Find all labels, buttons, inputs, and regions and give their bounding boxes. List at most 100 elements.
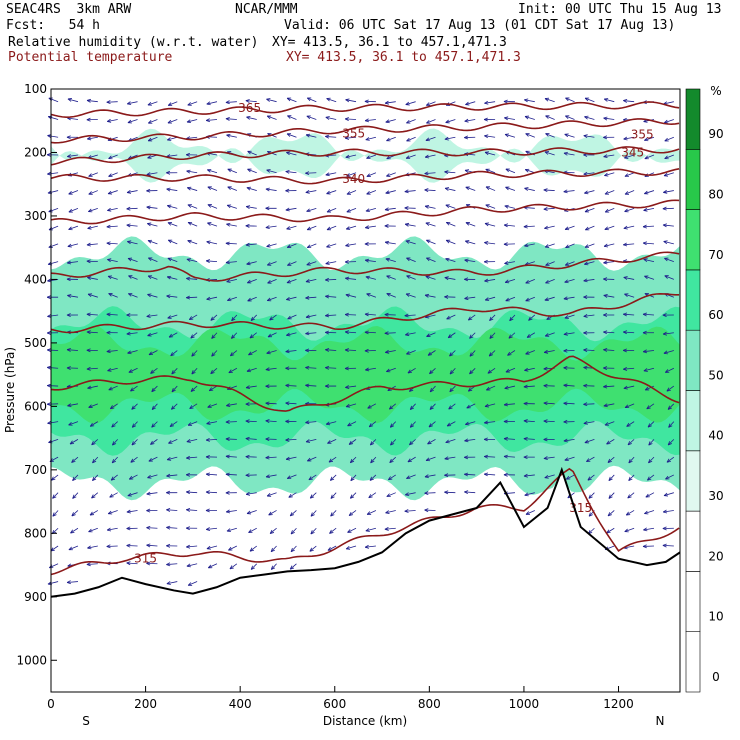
wind-vector (106, 101, 118, 103)
wind-vector (429, 385, 436, 393)
wind-vector-head (404, 189, 409, 194)
wind-vector-head (168, 333, 174, 338)
wind-vector (409, 421, 416, 428)
wind-vector-head (484, 222, 490, 227)
wind-vector-head (524, 367, 529, 372)
wind-vector-head (126, 526, 131, 531)
wind-vector-head (523, 436, 528, 441)
wind-vector-head (72, 494, 77, 499)
wind-vector (664, 119, 674, 124)
wind-vector-head (662, 206, 667, 211)
y-tick-label: 100 (24, 82, 47, 96)
wind-vector (345, 154, 357, 158)
wind-vector-head (226, 133, 231, 138)
wind-vector (330, 492, 337, 499)
wind-vector (247, 279, 257, 284)
wind-vector-head (247, 150, 252, 155)
wind-vector (563, 384, 575, 387)
wind-vector-head (327, 440, 332, 444)
wind-vector (627, 439, 635, 446)
wind-vector-head (428, 423, 433, 428)
wind-vector-head (623, 136, 628, 141)
wind-vector-head (226, 222, 231, 227)
wind-vector-head (67, 98, 72, 102)
colorbar-label: 90 (708, 127, 723, 141)
wind-vector-head (545, 279, 550, 284)
wind-vector (385, 241, 396, 245)
wind-vector-head (206, 240, 211, 245)
wind-vector-head (107, 207, 112, 212)
wind-vector (150, 367, 158, 374)
wind-vector-head (111, 458, 117, 464)
wind-vector-head (348, 440, 354, 445)
wind-vector-head (245, 223, 250, 228)
wind-vector-head (643, 207, 648, 212)
wind-vector-head (367, 404, 372, 409)
wind-vector-head (467, 316, 473, 321)
wind-vector (469, 332, 476, 339)
wind-vector-head (524, 98, 529, 103)
wind-vector (207, 204, 218, 209)
wind-vector (484, 135, 496, 138)
wind-vector-head (544, 333, 550, 337)
wind-vector (585, 225, 595, 231)
wind-vector-head (464, 258, 469, 263)
wind-vector (627, 492, 635, 499)
wind-vector (88, 172, 98, 177)
wind-vector (245, 100, 257, 103)
wind-vector-head (88, 404, 93, 408)
wind-vector (47, 349, 59, 351)
wind-vector-head (366, 191, 371, 195)
wind-vector-head (186, 508, 191, 512)
wind-vector (52, 510, 59, 517)
wind-vector-head (503, 242, 508, 247)
wind-vector-head (388, 405, 394, 410)
wind-vector (347, 421, 357, 427)
y-tick-label: 600 (24, 399, 47, 413)
wind-vector (167, 257, 178, 263)
wind-vector (326, 190, 337, 195)
colorbar-label: 80 (708, 188, 723, 202)
wind-vector-head (642, 241, 648, 246)
wind-vector (249, 545, 257, 552)
wind-vector-head (444, 136, 449, 141)
wind-vector (128, 293, 138, 298)
wind-vector (646, 403, 655, 410)
y-tick-label: 700 (24, 463, 47, 477)
wind-vector-head (348, 511, 354, 516)
wind-vector-head (528, 316, 533, 321)
wind-vector (226, 134, 237, 138)
wind-vector-head (543, 437, 548, 442)
wind-vector-head (89, 422, 95, 427)
wind-vector (169, 421, 178, 427)
wind-vector-head (648, 441, 653, 446)
wind-vector (563, 332, 575, 335)
wind-vector-head (106, 241, 111, 246)
wind-vector-head (249, 334, 254, 339)
wind-vector-head (186, 455, 191, 460)
wind-vector-head (523, 455, 528, 460)
wind-vector (603, 349, 615, 351)
wind-vector-head (666, 458, 671, 463)
wind-vector-head (384, 312, 389, 317)
wind-vector (287, 243, 297, 248)
wind-vector-head (185, 472, 190, 477)
wind-vector (544, 98, 555, 103)
wind-vector-head (385, 257, 390, 262)
wind-vector-head (644, 386, 650, 391)
wind-vector (210, 367, 218, 374)
wind-vector (588, 527, 595, 535)
wind-vector-head (166, 294, 171, 299)
wind-vector (484, 403, 496, 407)
wind-vector-head (603, 243, 609, 248)
wind-vector-head (648, 458, 653, 464)
wind-vector (384, 527, 396, 530)
wind-vector (345, 99, 357, 103)
wind-vector-head (604, 422, 609, 426)
x-tick-label: 800 (418, 697, 441, 711)
wind-vector-head (544, 474, 549, 479)
y-tick-label: 500 (24, 336, 47, 350)
wind-vector-head (287, 262, 292, 266)
wind-vector-head (424, 474, 429, 479)
wind-vector (246, 367, 257, 372)
